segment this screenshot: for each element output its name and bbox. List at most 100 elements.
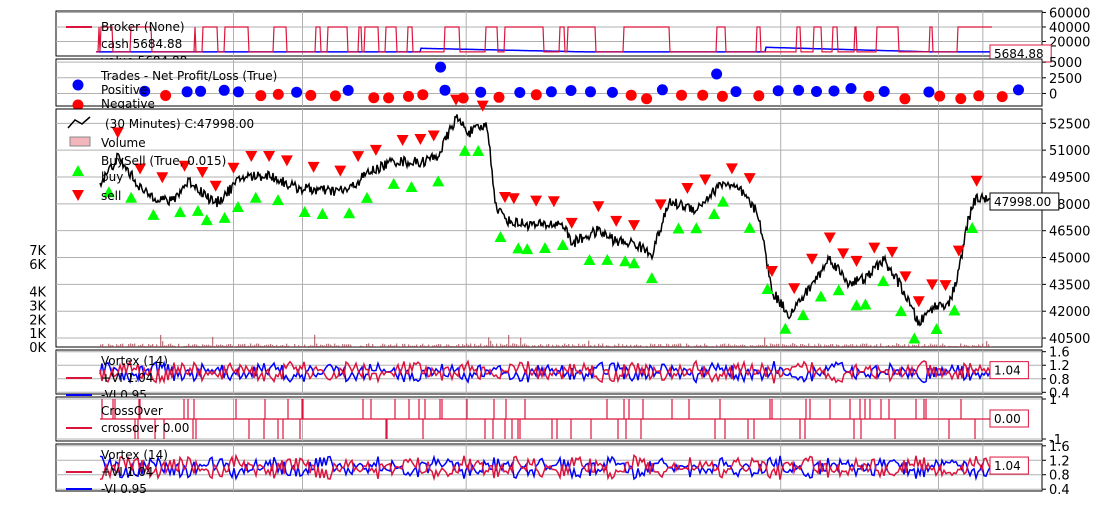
broker-ytick-label-1: 40000 xyxy=(1049,21,1090,36)
price-legend-3: buy xyxy=(101,170,123,184)
volume-bar xyxy=(258,343,260,347)
vortex2-ytick-label-0: 0.4 xyxy=(1049,483,1070,498)
volume-bar xyxy=(710,346,712,347)
volume-bar xyxy=(288,345,290,347)
volume-bar xyxy=(568,343,570,347)
volume-bar xyxy=(134,343,136,347)
crossover-ytick-label-1: 1 xyxy=(1049,393,1057,408)
volume-bar xyxy=(772,344,774,347)
price-ytick-label-0: 40500 xyxy=(1049,332,1090,347)
volume-bar xyxy=(446,344,448,347)
volume-bar xyxy=(168,344,170,347)
sell-marker xyxy=(245,151,258,163)
volume-bar xyxy=(402,343,404,347)
volume-bar xyxy=(366,343,368,347)
volume-bar xyxy=(932,344,934,347)
volume-bar xyxy=(238,343,240,347)
trade-marker-positive xyxy=(139,85,151,97)
volume-bar xyxy=(972,344,974,347)
volume-bar xyxy=(880,343,882,347)
trade-marker-positive xyxy=(475,86,487,98)
volume-bar xyxy=(396,343,398,347)
volume-bar xyxy=(780,346,782,347)
price-legend-4: sell xyxy=(101,189,121,203)
volume-bar xyxy=(108,343,110,347)
sell-marker xyxy=(823,232,836,244)
volume-bar xyxy=(634,345,636,347)
volume-bar xyxy=(936,344,938,347)
volume-bar xyxy=(708,346,710,347)
price-panel: 40500 42000 43500 45000 46500 48000 49500 51000… xyxy=(29,94,1090,356)
buy-marker xyxy=(628,257,640,269)
volume-bar xyxy=(808,343,810,347)
sell-marker xyxy=(837,248,850,260)
volume-bar xyxy=(486,344,488,347)
trade-marker-positive-big-0 xyxy=(435,61,447,73)
volume-bar xyxy=(836,344,838,347)
trade-marker-positive xyxy=(606,86,618,98)
volume-bar xyxy=(988,344,990,347)
volume-bar xyxy=(188,343,190,347)
volume-bar xyxy=(500,343,502,347)
volume-bar xyxy=(490,340,492,347)
volume-bar xyxy=(802,344,804,347)
volume-bar xyxy=(544,346,546,347)
volume-bar xyxy=(212,336,214,347)
volume-bar xyxy=(166,345,168,347)
volume-bar xyxy=(846,344,848,347)
volume-bar xyxy=(614,344,616,347)
volume-bar xyxy=(218,344,220,347)
volume-bar xyxy=(830,343,832,347)
volume-bar xyxy=(716,344,718,347)
volume-bar xyxy=(934,344,936,347)
volume-bar xyxy=(672,344,674,347)
sell-marker xyxy=(156,172,169,184)
volume-bar xyxy=(820,344,822,347)
volume-bar xyxy=(882,346,884,347)
volume-bar xyxy=(638,345,640,347)
volume-bar xyxy=(968,345,970,347)
volume-bar xyxy=(448,344,450,347)
volume-bar xyxy=(600,345,602,347)
volume-bar xyxy=(254,344,256,347)
buy-marker xyxy=(930,322,943,334)
sell-marker xyxy=(209,180,222,192)
volume-bar xyxy=(930,343,932,347)
volume-bar xyxy=(314,334,316,347)
sell-marker xyxy=(498,191,511,203)
trade-marker-negative xyxy=(368,92,380,104)
volume-bar xyxy=(226,344,228,347)
volume-bar xyxy=(454,346,456,347)
buy-marker xyxy=(743,221,756,233)
volume-bar xyxy=(838,344,840,347)
volume-bar xyxy=(828,345,830,347)
volume-bar xyxy=(624,345,626,347)
volume-bar xyxy=(326,343,328,347)
sell-marker xyxy=(806,253,818,265)
buy-marker xyxy=(472,144,485,156)
volume-bar xyxy=(102,343,104,347)
vortex1-ytick-label-3: 1.6 xyxy=(1049,346,1070,361)
price-legend-swatch xyxy=(67,116,91,129)
volume-bar xyxy=(146,346,148,347)
volume-bar xyxy=(206,344,208,347)
volume-bar xyxy=(122,343,124,347)
price-ytick-label-2: 43500 xyxy=(1049,278,1090,293)
volume-bar xyxy=(578,343,580,347)
trade-marker-positive xyxy=(545,86,557,98)
sell-marker xyxy=(926,279,939,291)
buy-marker xyxy=(512,242,525,254)
volume-bar xyxy=(618,343,620,347)
volume-bar xyxy=(616,345,618,347)
vortex2-last-tag-box xyxy=(989,456,1029,475)
sell-marker xyxy=(414,134,427,146)
vortex2-panel: 0.40.81.21.6 Vortex (14) +VI 1.04 -VI 0.95 1… xyxy=(55,440,1070,498)
volume-bar xyxy=(232,345,234,347)
buy-marker xyxy=(850,299,863,311)
volume-bar xyxy=(220,344,222,347)
volume-bar xyxy=(864,343,866,347)
buy-marker xyxy=(494,231,507,243)
volume-bar xyxy=(282,344,284,347)
volume-bar xyxy=(622,344,624,347)
